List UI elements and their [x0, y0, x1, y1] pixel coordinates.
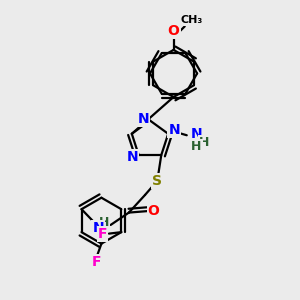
Text: N: N	[168, 123, 180, 137]
Text: H: H	[199, 136, 210, 148]
Text: O: O	[168, 24, 179, 38]
Text: CH₃: CH₃	[181, 15, 203, 25]
Text: H: H	[191, 140, 202, 153]
Text: N: N	[92, 221, 104, 235]
Text: N: N	[127, 150, 138, 164]
Text: F: F	[98, 226, 107, 241]
Text: O: O	[148, 204, 160, 218]
Text: N: N	[138, 112, 149, 126]
Text: N: N	[191, 127, 203, 141]
Text: F: F	[92, 256, 101, 269]
Text: H: H	[99, 216, 109, 229]
Text: S: S	[152, 174, 162, 188]
